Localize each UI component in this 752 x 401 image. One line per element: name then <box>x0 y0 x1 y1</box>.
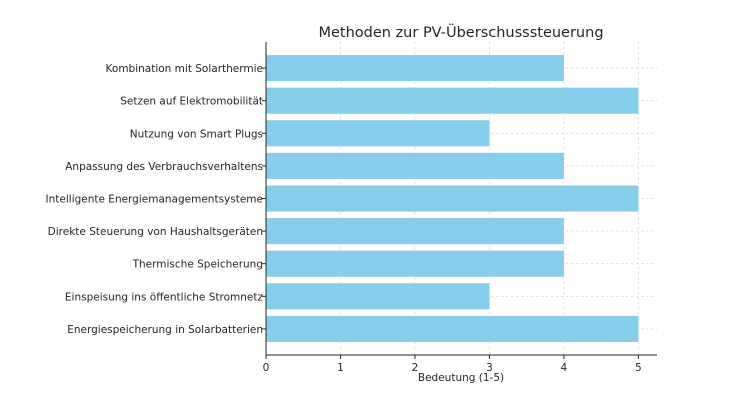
chart-title: Methoden zur PV-Überschusssteuerung <box>318 23 603 41</box>
bar-2 <box>266 250 564 277</box>
bar-7 <box>266 87 639 114</box>
category-label-3: Direkte Steuerung von Haushaltsgeräten <box>48 226 263 238</box>
category-label-1: Einspeisung ins öffentliche Stromnetz <box>65 291 264 303</box>
x-tick-label-2: 2 <box>412 362 419 374</box>
category-label-8: Kombination mit Solarthermie <box>106 63 263 75</box>
x-tick-label-3: 3 <box>486 362 493 374</box>
category-labels: Energiespeicherung in Solarbatterien Eins… <box>46 63 264 336</box>
bar-8 <box>266 55 564 82</box>
bar-3 <box>266 218 564 245</box>
bars <box>266 55 639 342</box>
x-tick-label-0: 0 <box>263 362 270 374</box>
bar-0 <box>266 315 639 342</box>
x-tick-label-5: 5 <box>635 362 642 374</box>
category-label-7: Setzen auf Elektromobilität <box>120 96 263 108</box>
category-label-6: Nutzung von Smart Plugs <box>130 128 263 140</box>
bar-5 <box>266 152 564 179</box>
bar-1 <box>266 283 490 310</box>
bar-6 <box>266 120 490 147</box>
x-tick-label-1: 1 <box>337 362 344 374</box>
axes: 0 1 2 3 4 5 <box>262 42 657 374</box>
category-label-0: Energiespeicherung in Solarbatterien <box>67 324 263 336</box>
category-label-4: Intelligente Energiemanagementsysteme <box>46 194 263 206</box>
x-tick-label-4: 4 <box>561 362 568 374</box>
bar-4 <box>266 185 639 212</box>
category-label-5: Anpassung des Verbrauchsverhaltens <box>65 161 263 173</box>
x-axis-label: Bedeutung (1-5) <box>418 372 504 384</box>
category-label-2: Thermische Speicherung <box>132 259 263 271</box>
